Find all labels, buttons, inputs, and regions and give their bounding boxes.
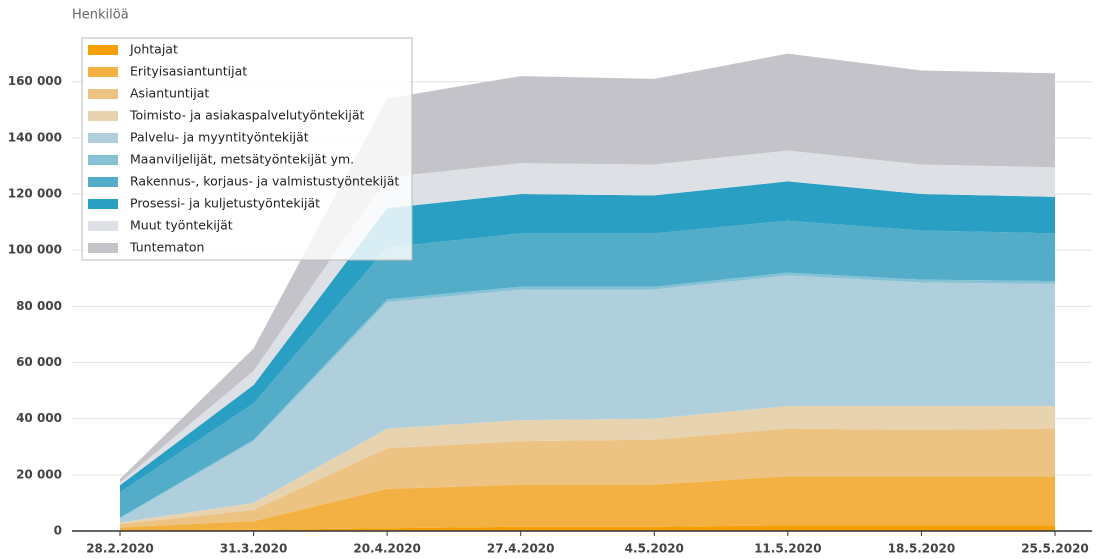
legend-swatch bbox=[88, 199, 118, 209]
legend-label: Tuntematon bbox=[129, 240, 204, 255]
legend-swatch bbox=[88, 221, 118, 231]
legend: Johtajat Erityisasiantuntijat Asiantuntija… bbox=[81, 37, 413, 261]
legend-swatch bbox=[88, 45, 118, 55]
legend-label: Maanviljelijät, metsätyöntekijät ym. bbox=[130, 152, 354, 167]
y-tick-label: 80 000 bbox=[16, 299, 62, 313]
y-tick-label: 120 000 bbox=[8, 187, 62, 201]
area bbox=[120, 275, 1055, 523]
legend-swatch bbox=[88, 89, 118, 99]
y-tick-label: 140 000 bbox=[8, 130, 62, 144]
legend-swatch bbox=[88, 133, 118, 143]
y-tick-label: 160 000 bbox=[8, 74, 62, 88]
area bbox=[120, 406, 1055, 524]
x-tick-label: 28.2.2020 bbox=[86, 542, 154, 556]
legend-swatch bbox=[88, 155, 118, 165]
legend-swatch bbox=[88, 243, 118, 253]
legend-label: Johtajat bbox=[129, 42, 178, 57]
legend-label: Toimisto- ja asiakaspalvelutyöntekijät bbox=[129, 108, 365, 123]
y-tick-label: 100 000 bbox=[8, 243, 62, 257]
x-tick-label: 25.5.2020 bbox=[1021, 542, 1089, 556]
legend-swatch bbox=[88, 177, 118, 187]
area bbox=[120, 476, 1055, 531]
area bbox=[120, 428, 1055, 528]
x-tick-label: 20.4.2020 bbox=[353, 542, 421, 556]
y-axis-label: Henkilöä bbox=[72, 8, 129, 23]
x-tick-label: 11.5.2020 bbox=[754, 542, 822, 556]
x-tick-label: 18.5.2020 bbox=[888, 542, 956, 556]
x-tick-label: 31.3.2020 bbox=[220, 542, 288, 556]
y-tick-label: 60 000 bbox=[16, 355, 62, 369]
legend-swatch bbox=[88, 67, 118, 77]
area bbox=[120, 220, 1055, 518]
area bbox=[120, 53, 1055, 483]
legend-swatch bbox=[88, 111, 118, 121]
legend-label: Prosessi- ja kuljetustyöntekijät bbox=[130, 196, 320, 211]
y-tick-label: 40 000 bbox=[16, 411, 62, 425]
area bbox=[120, 525, 1055, 531]
legend-box bbox=[81, 37, 413, 261]
y-tick-label: 20 000 bbox=[16, 467, 62, 481]
x-tick-label: 4.5.2020 bbox=[625, 542, 684, 556]
legend-label: Rakennus-, korjaus- ja valmistustyönteki… bbox=[130, 174, 399, 189]
y-tick-label: 0 bbox=[54, 524, 62, 538]
legend-label: Erityisasiantuntijat bbox=[130, 64, 247, 79]
legend-label: Palvelu- ja myyntityöntekijät bbox=[130, 130, 309, 145]
legend-label: Muut työntekijät bbox=[130, 218, 233, 233]
x-tick-label: 27.4.2020 bbox=[487, 542, 555, 556]
legend-label: Asiantuntijat bbox=[130, 86, 209, 101]
